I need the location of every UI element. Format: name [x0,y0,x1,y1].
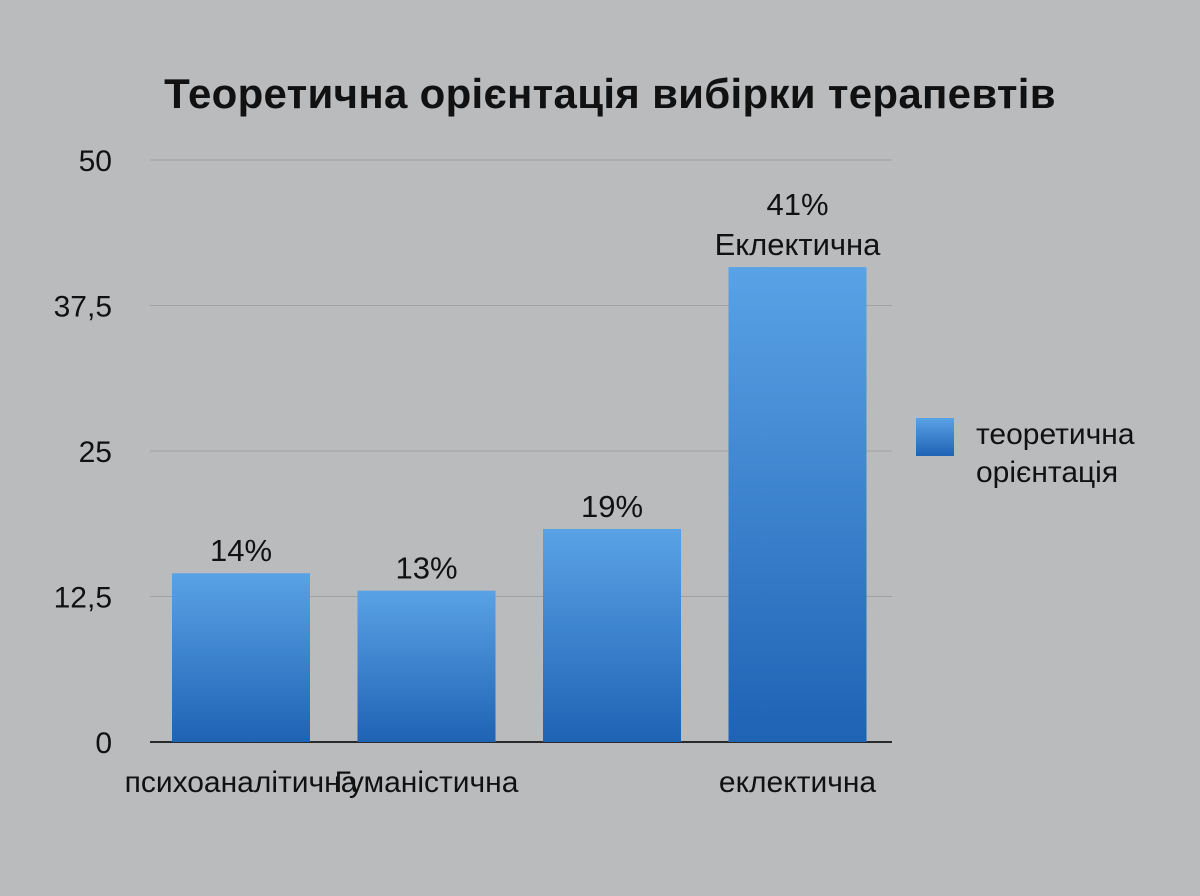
data-label: 41% [766,187,828,222]
x-category-label: еклектична [719,766,876,799]
chart-title: Теоретична орієнтація вибірки терапевтів [164,70,1056,117]
legend-label: теоретична орієнтація [976,418,1135,489]
y-tick-label: 12,5 [54,582,112,615]
legend-swatch [916,418,954,456]
x-category-label: Гуманістична [335,766,519,799]
bar [172,573,310,742]
y-tick-label: 50 [79,145,112,178]
y-tick-label: 37,5 [54,291,112,324]
data-label: Еклектична [715,227,882,262]
data-label: 14% [210,533,272,568]
bars [172,267,867,742]
bar [357,590,496,742]
legend: теоретична орієнтація [916,416,1200,492]
x-category-label: психоаналітична [125,766,358,799]
bar [543,528,681,742]
labels: 0 12,5 25 37,5 50 14% психоаналітична 13% Гумані… [54,145,882,799]
y-tick-label: 25 [79,436,112,469]
y-tick-label: 0 [95,727,112,760]
data-label: 13% [395,551,457,586]
data-label: 19% [581,489,643,524]
bar [728,267,867,742]
